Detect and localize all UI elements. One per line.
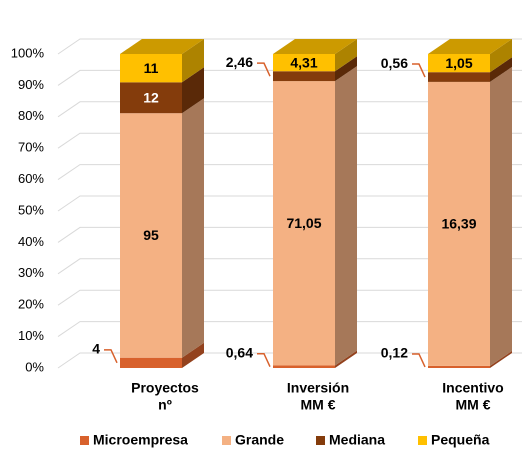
leader-line (257, 62, 271, 77)
bar-segment (273, 365, 335, 368)
leader-line (257, 352, 271, 368)
grid-line (57, 132, 522, 149)
grid-line (57, 226, 522, 243)
leader-line (412, 63, 426, 78)
data-label: 4,31 (290, 54, 317, 70)
bar-segment (120, 357, 182, 368)
bar-segment (273, 54, 335, 72)
leader-line (104, 349, 118, 364)
x-tick-label: MM € (456, 397, 491, 413)
y-tick-label: 90% (18, 77, 44, 92)
grid-line (57, 321, 522, 338)
legend-swatch (316, 436, 325, 445)
bar-side (335, 350, 357, 368)
bar-side (182, 342, 204, 368)
x-tick-label: nº (158, 397, 172, 413)
data-label: 0,12 (381, 345, 408, 361)
legend-swatch (222, 436, 231, 445)
bar-side (182, 98, 204, 358)
leader-line (412, 353, 426, 368)
y-tick-label: 10% (18, 328, 44, 343)
legend-label: Microempresa (93, 432, 188, 448)
bar-side (335, 56, 357, 82)
y-tick-label: 30% (18, 265, 44, 280)
x-tick-label: Inversión (287, 380, 349, 396)
grid-line (57, 38, 522, 55)
grid-line (57, 101, 522, 118)
legend-label: Grande (235, 432, 284, 448)
bar-segment (273, 81, 335, 366)
data-label: 95 (143, 227, 159, 243)
x-tick-label: Incentivo (442, 380, 503, 396)
bar-side (490, 39, 512, 73)
x-tick-label: Proyectos (131, 380, 199, 396)
bar-segment (428, 54, 490, 73)
bar-top (120, 39, 204, 54)
bar-side (182, 39, 204, 83)
bar-top (273, 39, 357, 54)
bar-side (335, 39, 357, 72)
data-label: 2,46 (226, 54, 253, 70)
bar-segment (120, 54, 182, 83)
bar-side (335, 66, 357, 366)
bar-segment (428, 81, 490, 366)
grid-line (57, 164, 522, 181)
grid-line (57, 352, 522, 369)
data-label: 4 (92, 341, 100, 357)
y-tick-label: 100% (11, 45, 45, 60)
x-tick-label: MM € (301, 397, 336, 413)
data-label: 12 (143, 89, 159, 105)
legend-label: Mediana (329, 432, 385, 448)
y-tick-label: 20% (18, 297, 44, 312)
y-tick-label: 0% (25, 359, 44, 374)
data-label: 0,56 (381, 55, 408, 71)
grid-line (57, 69, 522, 86)
bar-segment (120, 113, 182, 358)
grid-line (57, 195, 522, 212)
legend-swatch (418, 436, 427, 445)
bar-side (490, 57, 512, 82)
y-tick-label: 80% (18, 108, 44, 123)
bar-segment (428, 72, 490, 82)
bar-segment (273, 71, 335, 82)
legend-swatch (80, 436, 89, 445)
data-label: 16,39 (441, 216, 476, 232)
y-tick-label: 60% (18, 171, 44, 186)
data-label: 1,05 (445, 55, 472, 71)
data-label: 11 (144, 60, 159, 76)
grid-line (57, 289, 522, 306)
data-label: 0,64 (226, 344, 253, 360)
bar-side (490, 350, 512, 368)
grid-line (57, 258, 522, 275)
y-tick-label: 40% (18, 234, 44, 249)
bar-segment (120, 82, 182, 114)
bar-top (428, 39, 512, 54)
y-tick-label: 70% (18, 140, 44, 155)
y-tick-label: 50% (18, 202, 44, 217)
bar-side (182, 67, 204, 114)
data-label: 71,05 (286, 215, 321, 231)
bar-segment (428, 365, 490, 368)
bar-side (490, 66, 512, 366)
legend-label: Pequeña (431, 432, 490, 448)
